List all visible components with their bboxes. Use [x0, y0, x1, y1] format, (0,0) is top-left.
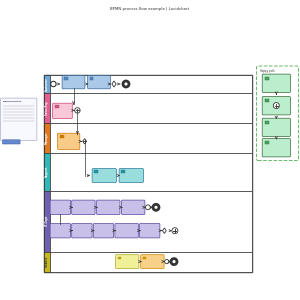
Bar — [55, 105, 58, 108]
Polygon shape — [163, 228, 166, 233]
Text: Manager: Manager — [45, 132, 49, 144]
FancyBboxPatch shape — [58, 133, 80, 149]
FancyBboxPatch shape — [93, 224, 114, 238]
Circle shape — [172, 228, 178, 234]
Bar — [44, 252, 50, 272]
Bar — [143, 256, 146, 259]
Bar — [94, 170, 98, 173]
Text: BPMN Process: BPMN Process — [3, 101, 22, 102]
FancyBboxPatch shape — [92, 169, 116, 182]
Polygon shape — [83, 139, 86, 144]
FancyBboxPatch shape — [115, 224, 138, 238]
Text: Finance: Finance — [45, 256, 49, 267]
Bar — [90, 77, 93, 80]
FancyBboxPatch shape — [140, 224, 160, 238]
Text: IT Dept: IT Dept — [45, 216, 49, 226]
Circle shape — [165, 260, 169, 264]
Bar — [44, 190, 50, 252]
Circle shape — [273, 103, 279, 109]
Bar — [50, 190, 252, 252]
FancyBboxPatch shape — [72, 224, 92, 238]
Circle shape — [171, 259, 177, 265]
FancyBboxPatch shape — [50, 200, 70, 214]
Text: Support: Support — [45, 166, 49, 177]
FancyBboxPatch shape — [97, 200, 120, 214]
FancyBboxPatch shape — [50, 224, 70, 238]
Bar — [265, 76, 269, 80]
Bar — [50, 75, 252, 93]
Bar — [265, 141, 269, 144]
Bar — [50, 252, 252, 272]
Bar — [50, 153, 252, 190]
FancyBboxPatch shape — [141, 255, 164, 268]
Bar — [60, 135, 64, 138]
FancyBboxPatch shape — [119, 169, 143, 182]
FancyBboxPatch shape — [72, 200, 95, 214]
FancyBboxPatch shape — [122, 200, 145, 214]
Bar — [50, 123, 252, 153]
FancyBboxPatch shape — [116, 255, 139, 268]
Bar — [44, 123, 50, 153]
Bar — [265, 99, 269, 102]
Bar — [44, 93, 50, 123]
Text: Happy path: Happy path — [260, 69, 274, 73]
FancyBboxPatch shape — [262, 139, 290, 157]
FancyBboxPatch shape — [1, 98, 37, 140]
FancyBboxPatch shape — [62, 76, 85, 89]
Bar — [50, 93, 252, 123]
Bar — [265, 121, 269, 124]
Circle shape — [123, 81, 129, 87]
Text: BPMN process flow example | Lucidchart: BPMN process flow example | Lucidchart — [110, 7, 190, 11]
FancyBboxPatch shape — [52, 103, 72, 118]
Text: Customer: Customer — [45, 77, 49, 91]
Bar — [121, 170, 125, 173]
Bar — [64, 77, 68, 80]
Circle shape — [51, 81, 56, 87]
Circle shape — [153, 204, 159, 210]
Bar — [44, 75, 252, 272]
Polygon shape — [112, 81, 116, 87]
Bar — [118, 256, 121, 259]
Circle shape — [75, 108, 80, 113]
FancyBboxPatch shape — [262, 118, 290, 136]
Text: Sales Rep: Sales Rep — [45, 101, 49, 115]
FancyBboxPatch shape — [262, 97, 290, 115]
Bar — [44, 153, 50, 190]
FancyBboxPatch shape — [256, 66, 298, 160]
FancyBboxPatch shape — [2, 140, 20, 144]
FancyBboxPatch shape — [88, 76, 110, 89]
Circle shape — [146, 205, 150, 210]
FancyBboxPatch shape — [262, 74, 290, 92]
Bar — [44, 75, 50, 93]
